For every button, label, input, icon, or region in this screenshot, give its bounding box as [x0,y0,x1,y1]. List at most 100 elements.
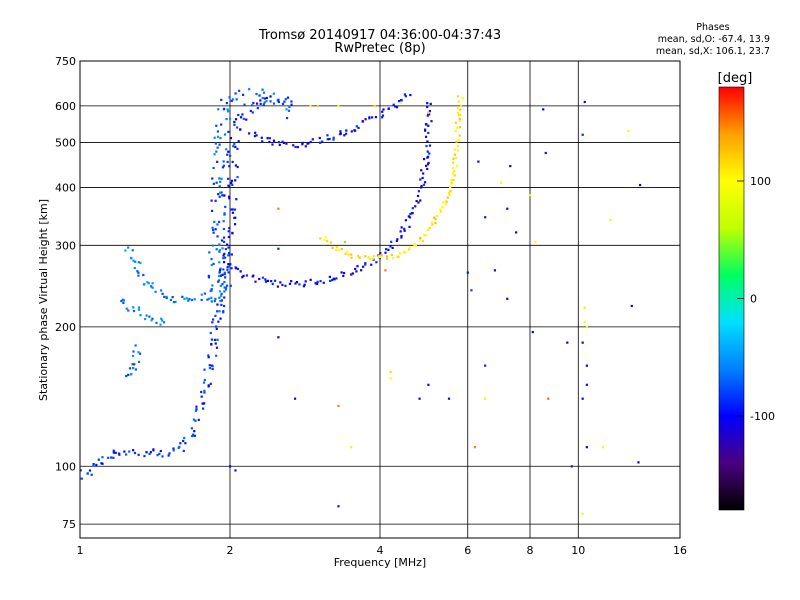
data-point [223,133,227,136]
data-point [456,145,459,148]
chart-subtitle: RwPretec (8p) [334,41,426,56]
data-point [428,144,432,147]
data-point [222,304,226,308]
data-point [226,177,230,180]
data-point [242,274,245,277]
data-point [211,367,214,371]
data-point [370,263,373,266]
data-point [215,346,219,349]
data-point [585,446,588,449]
data-point [251,104,254,107]
data-point [233,123,236,126]
data-point [201,407,205,410]
data-point [255,134,258,137]
data-point [288,105,291,109]
data-point [427,111,430,114]
data-point [484,397,487,400]
data-point [585,383,588,386]
data-point [203,292,206,295]
data-point [218,271,221,274]
data-point [452,178,455,182]
data-point [235,98,238,101]
data-point [132,259,135,262]
data-point [134,260,137,263]
data-point [226,153,229,156]
data-point [220,292,223,295]
data-point [228,226,231,230]
data-point [237,140,240,143]
data-point [389,377,392,380]
data-point [224,205,227,208]
data-point [269,95,272,98]
data-point [422,157,426,161]
data-point [390,240,393,243]
data-point [195,408,198,411]
data-point [137,261,140,264]
data-point [396,238,399,241]
data-point [188,297,191,301]
data-point [411,207,414,210]
data-point [431,223,434,226]
data-point [219,274,223,277]
data-point [213,338,217,342]
data-point [245,118,248,121]
data-point [385,248,388,251]
data-point [379,252,382,255]
data-point [160,289,163,292]
data-point [448,193,451,196]
data-point [92,463,95,466]
data-point [324,236,327,239]
data-point [220,191,223,194]
data-point [200,395,203,398]
data-point [271,143,274,146]
data-point [225,284,229,287]
data-point [112,451,115,454]
data-point [233,142,236,146]
data-point [301,143,304,146]
data-point [259,102,262,105]
data-point [210,288,213,291]
data-point [294,145,297,149]
data-point [316,282,319,285]
x-axis-label: Frequency [MHz] [334,556,426,569]
data-point [424,129,427,132]
data-point [419,186,423,189]
data-point [332,138,335,141]
y-tick-label: 75 [62,518,76,531]
data-point [112,456,115,459]
data-point [318,136,321,140]
data-point [381,114,385,117]
data-point [236,147,239,150]
data-point [506,207,509,210]
data-point [228,117,232,120]
data-point [385,255,389,258]
data-point [585,364,588,367]
data-point [218,195,221,198]
data-point [127,309,130,312]
data-point [137,351,140,354]
colorbar-label: [deg] [718,71,753,86]
data-point [222,236,226,239]
data-point [407,215,410,218]
data-point [238,89,241,92]
data-point [236,267,240,271]
data-point [403,93,406,96]
data-point [226,108,229,111]
stats-heading: Phases [696,22,730,33]
data-point [220,303,223,307]
data-point [220,98,223,102]
data-point [454,129,457,133]
data-point [216,338,219,341]
data-point [307,141,310,145]
data-point [221,283,224,286]
data-point [213,220,216,224]
data-point [133,363,136,366]
data-point [409,212,412,216]
data-point [585,325,588,329]
data-point [234,179,237,182]
data-point [354,129,357,132]
data-point [283,100,286,103]
data-point [211,364,214,368]
data-point [411,212,414,215]
data-point [218,250,221,253]
